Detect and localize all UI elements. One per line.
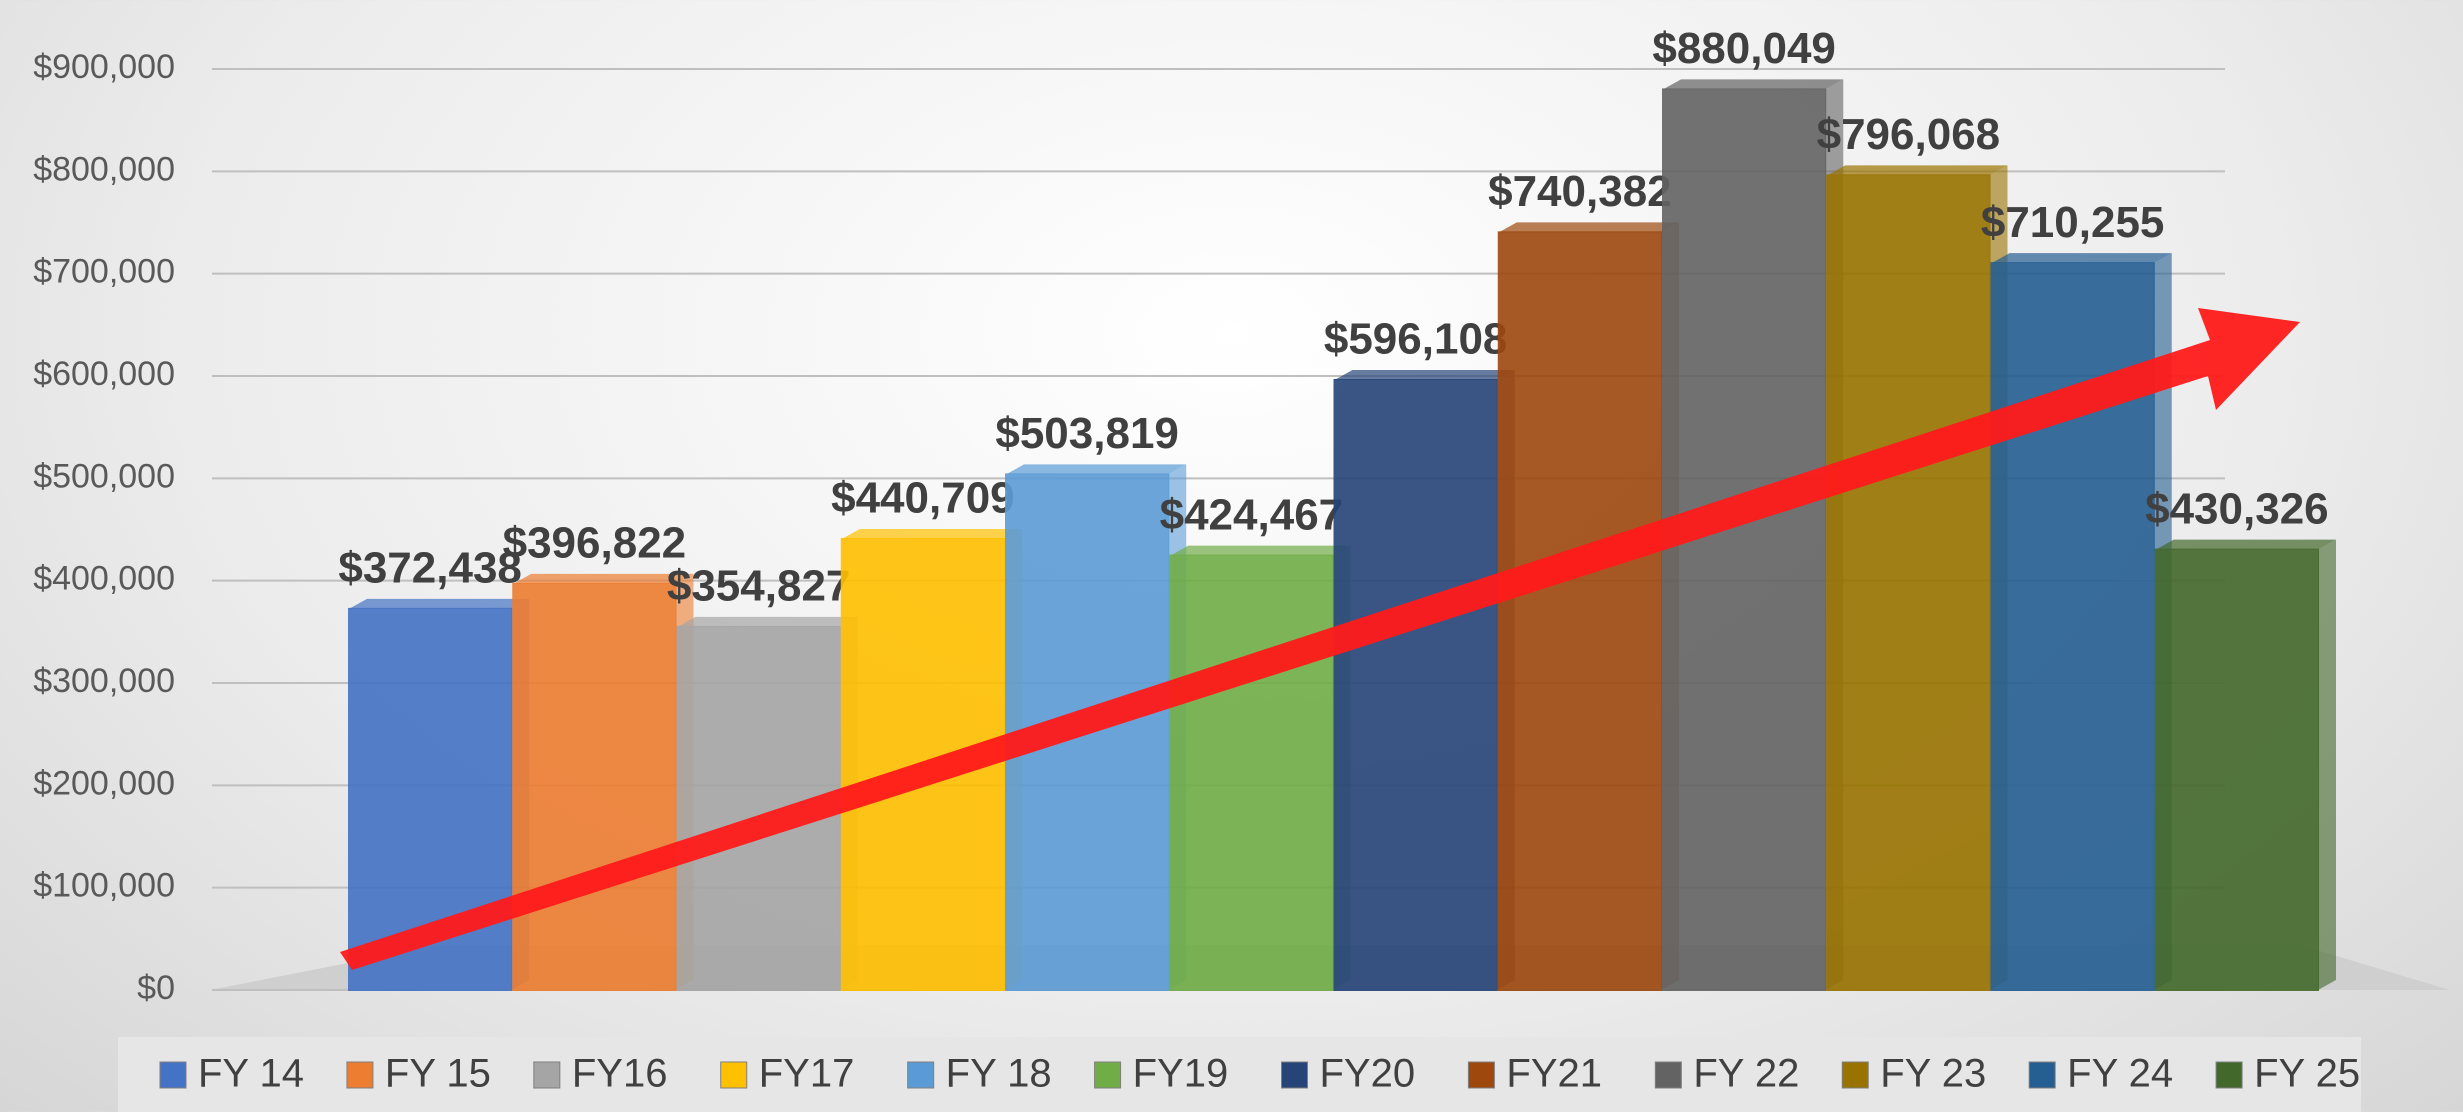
bar	[1497, 231, 1662, 992]
bar-side	[2318, 539, 2336, 990]
bar-top	[2155, 539, 2336, 550]
y-tick-label: $900,000	[33, 48, 175, 86]
legend-label: FY 25	[2254, 1052, 2360, 1096]
legend-label: FY 24	[2067, 1052, 2173, 1096]
bar	[1826, 174, 1991, 992]
legend-swatch	[1654, 1061, 1682, 1089]
data-label: $354,827	[667, 562, 851, 611]
legend-label: FY 23	[1880, 1052, 1986, 1096]
legend-label: FY16	[572, 1052, 668, 1096]
legend-swatch	[346, 1061, 374, 1089]
legend-swatch	[159, 1061, 187, 1089]
data-label: $430,326	[2145, 484, 2329, 533]
data-label: $596,108	[1324, 315, 1508, 364]
data-label: $372,438	[338, 543, 522, 592]
legend-label: FY 18	[946, 1052, 1052, 1096]
bar	[2154, 548, 2319, 991]
legend-label: FY21	[1506, 1052, 1602, 1096]
bar-top	[677, 616, 858, 627]
legend-label: FY17	[759, 1052, 855, 1096]
legend-box	[118, 1037, 2361, 1112]
bar-top	[1170, 545, 1351, 556]
legend-swatch	[2215, 1061, 2243, 1089]
legend-swatch	[2028, 1061, 2056, 1089]
data-label: $796,068	[1817, 110, 2001, 159]
bar-top	[1498, 222, 1679, 233]
bar-top	[1991, 253, 2172, 264]
data-label: $880,049	[1652, 24, 1836, 73]
bar-top	[1827, 165, 2008, 176]
bar-top	[349, 598, 530, 609]
bar-top	[1006, 464, 1187, 475]
legend-swatch	[1841, 1061, 1869, 1089]
legend-label: FY19	[1133, 1052, 1229, 1096]
y-tick-label: $700,000	[33, 253, 175, 291]
bar-top	[513, 573, 694, 584]
y-tick-label: $300,000	[33, 662, 175, 700]
bar-top	[1334, 369, 1515, 380]
y-tick-label: $100,000	[33, 867, 175, 905]
trend-arrow	[340, 308, 2300, 970]
bar-top	[841, 529, 1022, 540]
legend-swatch	[720, 1061, 748, 1089]
y-tick-label: $800,000	[33, 150, 175, 188]
legend-label: FY20	[1320, 1052, 1416, 1096]
legend-swatch	[533, 1061, 561, 1089]
legend-swatch	[907, 1061, 935, 1089]
data-label: $424,467	[1160, 490, 1344, 539]
bar	[1333, 378, 1498, 992]
bar-top	[1663, 79, 1844, 90]
legend-swatch	[1094, 1061, 1122, 1089]
legend-label: FY 22	[1693, 1052, 1799, 1096]
y-tick-label: $500,000	[33, 457, 175, 495]
y-tick-label: $600,000	[33, 355, 175, 393]
bar	[1169, 554, 1334, 991]
data-label: $440,709	[831, 474, 1015, 523]
data-label: $710,255	[1981, 198, 2165, 247]
y-tick-label: $200,000	[33, 764, 175, 802]
data-label: $503,819	[995, 409, 1179, 458]
legend-label: FY 14	[198, 1052, 304, 1096]
y-tick-label: $400,000	[33, 560, 175, 598]
data-label: $740,382	[1488, 167, 1672, 216]
legend-label: FY 15	[385, 1052, 491, 1096]
legend-swatch	[1467, 1061, 1495, 1089]
y-tick-label: $0	[137, 969, 175, 1007]
data-label: $396,822	[503, 519, 687, 568]
bar	[512, 582, 677, 991]
legend-swatch	[1281, 1061, 1308, 1089]
